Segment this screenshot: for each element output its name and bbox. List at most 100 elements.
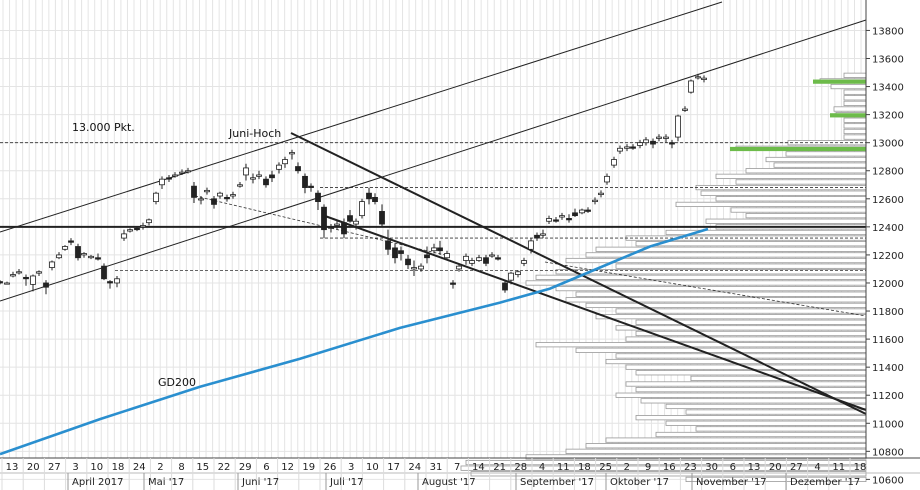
candle-body	[88, 255, 94, 259]
candle-body	[585, 209, 591, 212]
candle-body	[637, 142, 643, 146]
candle-body	[282, 159, 288, 165]
downtrend-upper-line	[290, 132, 867, 415]
candle-body	[49, 261, 55, 268]
annotation-gd200: GD200	[158, 376, 196, 389]
volume-profile-bar	[830, 83, 867, 90]
volume-profile-bar	[615, 325, 867, 331]
x-tick-label: 25	[599, 462, 612, 473]
x-tick-label: 4	[814, 462, 820, 473]
candle-body	[159, 178, 165, 186]
candle-body	[191, 185, 197, 198]
candle-body	[463, 255, 469, 261]
x-tick-label: 21	[493, 462, 506, 473]
x-tick-label: 18	[112, 462, 125, 473]
annotation-juni-hoch: Juni-Hoch	[228, 127, 281, 140]
candle-body	[276, 164, 282, 170]
x-tick-label: 3	[348, 462, 354, 473]
volume-profile-bar	[575, 347, 867, 353]
x-tick-label: 24	[408, 462, 421, 473]
x-tick-label: 12	[281, 462, 294, 473]
x-tick-label: 9	[645, 462, 651, 473]
candle-body	[598, 192, 604, 195]
candle-body	[341, 222, 347, 235]
volume-profile-bar	[585, 443, 867, 449]
y-tick-label: 12400	[872, 223, 904, 234]
volume-profile-bar	[843, 128, 867, 135]
x-tick-label: 20	[769, 462, 782, 473]
x-tick-label: 10	[90, 462, 103, 473]
candle-body	[385, 240, 391, 250]
candle-body	[308, 185, 314, 188]
y-tick-label: 12800	[872, 167, 904, 178]
x-tick-label: 2	[157, 462, 163, 473]
candle-body	[701, 77, 707, 80]
volume-profile-bar	[785, 151, 867, 157]
volume-profile-bar	[773, 162, 867, 168]
candle-body	[204, 189, 210, 193]
x-tick-label: 6	[263, 462, 269, 473]
x-tick-label: 27	[790, 462, 803, 473]
candle-body	[592, 199, 598, 203]
volume-profile-bar	[745, 213, 867, 219]
volume-profile-bar	[555, 285, 867, 292]
x-tick-label: 13	[748, 462, 761, 473]
candle-body	[688, 80, 694, 93]
volume-profile-bar	[843, 89, 867, 95]
candle-body	[166, 177, 172, 180]
candle-body	[256, 174, 262, 177]
downtrend-lower-line	[324, 215, 867, 411]
volume-profile-bar	[470, 471, 867, 477]
volume-profile-bar	[695, 426, 867, 432]
y-tick-label: 10600	[872, 475, 904, 486]
y-tick-label: 13400	[872, 83, 904, 94]
y-tick-label: 13600	[872, 55, 904, 66]
volume-profile-bar	[635, 241, 867, 247]
candle-body	[534, 234, 540, 239]
candle-body	[579, 209, 585, 214]
dashed-trend-line	[194, 195, 446, 256]
candle-body	[444, 253, 450, 259]
candle-body	[372, 196, 378, 203]
volume-profile-bar	[730, 207, 867, 213]
candle-body	[224, 196, 230, 200]
candle-body	[315, 192, 321, 203]
candle-body	[663, 136, 669, 139]
candle-body	[4, 282, 10, 285]
candle-body	[456, 265, 462, 270]
candle-body	[185, 170, 191, 173]
candle-body	[695, 76, 701, 79]
x-tick-label: 3	[72, 462, 78, 473]
dashed-levels	[0, 142, 867, 317]
candle-body	[347, 215, 353, 222]
candle-body	[675, 115, 681, 138]
volume-profile-bar	[565, 297, 867, 303]
candle-body	[682, 108, 688, 111]
month-label: August '17	[422, 477, 476, 488]
x-tick-label: 18	[578, 462, 591, 473]
candle-body	[121, 233, 127, 239]
x-tick-label: 10	[366, 462, 379, 473]
candle-body	[153, 192, 159, 203]
y-tick-label: 11000	[872, 419, 904, 430]
candle-body	[398, 250, 404, 254]
candle-body	[405, 258, 411, 266]
dashed-trend-line	[544, 261, 867, 317]
month-label: November '17	[696, 477, 767, 488]
volume-profile-bar	[700, 190, 867, 196]
candle-body	[179, 171, 185, 174]
candle-body	[411, 267, 417, 270]
candle-body	[643, 139, 649, 144]
volume-profile-bar	[585, 302, 867, 309]
candle-body	[75, 246, 81, 259]
green-zones	[730, 79, 866, 152]
candle-body	[366, 192, 372, 200]
candle-body	[237, 184, 243, 187]
candle-body	[243, 167, 249, 176]
y-tick-label: 11600	[872, 335, 904, 346]
green-zone	[830, 113, 866, 118]
volume-profile-bar	[765, 156, 867, 163]
candle-body	[617, 147, 623, 152]
candle-body	[81, 253, 87, 256]
